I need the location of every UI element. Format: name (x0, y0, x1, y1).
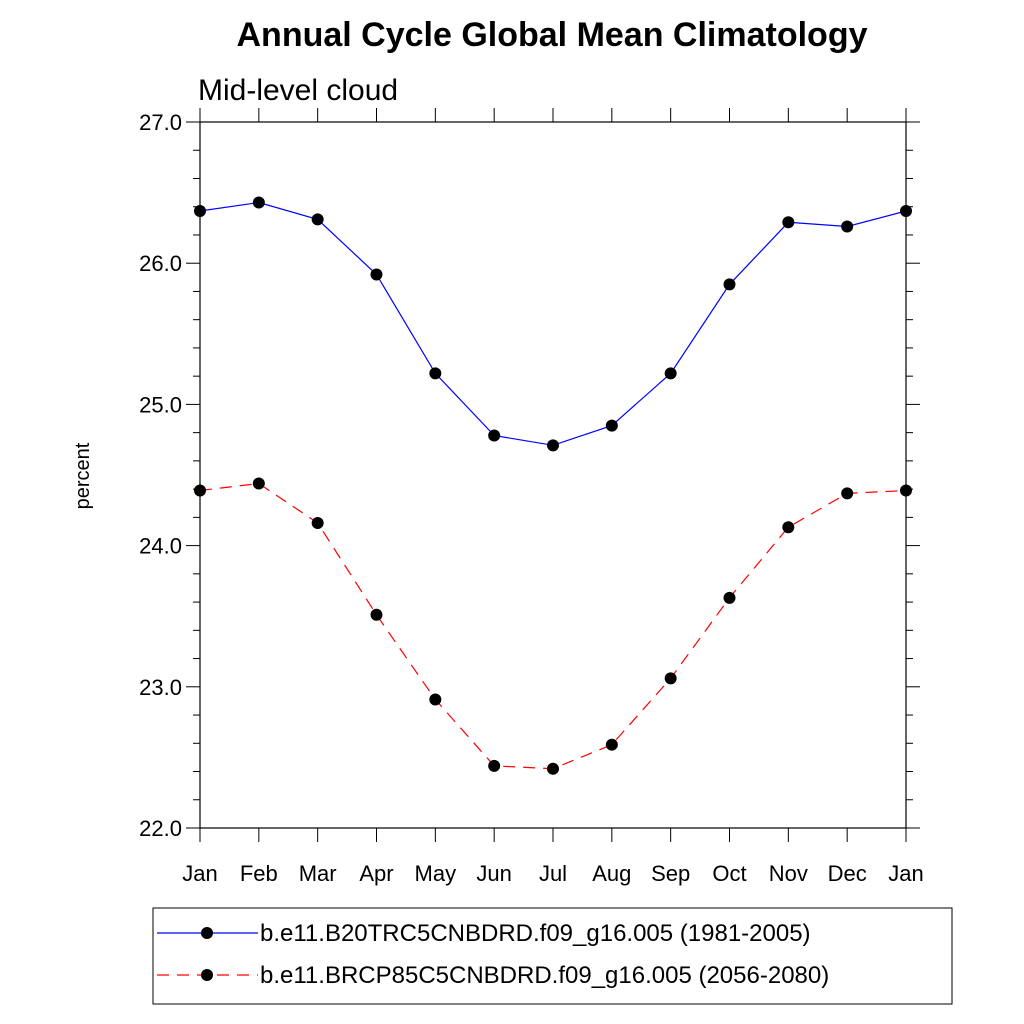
series-2-point (311, 517, 324, 530)
series-1-point (664, 367, 677, 380)
x-tick-label: Dec (828, 861, 867, 886)
series-1-point (429, 367, 442, 380)
series-2-point (429, 693, 442, 706)
x-tick-label: Jan (182, 861, 217, 886)
series-1-point (311, 213, 324, 226)
series-2-point (547, 762, 559, 775)
series-1-point (900, 204, 912, 217)
x-tick-label: Jun (476, 861, 511, 886)
series-1-point (488, 429, 501, 442)
plot-area: 22.0 23.0 24.0 25.0 26.0 27.0 Jan Feb Mar Apr May J… (139, 108, 924, 886)
series-2-point (782, 521, 795, 534)
y-tick-label: 26.0 (139, 251, 182, 276)
x-tick-label: Apr (359, 861, 393, 886)
legend-marker-series-2 (201, 969, 213, 981)
x-tick-label: Aug (592, 861, 631, 886)
x-tick-label: Jan (888, 861, 923, 886)
series-2-point (900, 484, 912, 497)
y-tick-label: 23.0 (139, 675, 182, 700)
y-tick-label: 27.0 (139, 110, 182, 135)
series-2-point (370, 608, 383, 621)
series-1-point (782, 216, 795, 229)
series-1-point (723, 278, 736, 291)
x-tick-label: Feb (240, 861, 278, 886)
legend-marker-series-1 (201, 927, 213, 939)
x-tick-label: Nov (769, 861, 808, 886)
series-2-point (252, 477, 265, 490)
legend-label-series-2: b.e11.BRCP85C5CNBDRD.f09_g16.005 (2056-2… (260, 962, 829, 989)
series-2-point (723, 591, 736, 604)
series-2-point (488, 759, 501, 772)
legend-label-series-1: b.e11.B20TRC5CNBDRD.f09_g16.005 (1981-20… (260, 920, 811, 947)
series-2-point (664, 672, 677, 685)
chart-title: Annual Cycle Global Mean Climatology (237, 16, 868, 54)
series-1-point (605, 419, 618, 432)
series-1-point (370, 268, 383, 281)
series-2-point (841, 487, 854, 500)
chart-subtitle: Mid-level cloud (198, 74, 398, 107)
x-tick-label: May (415, 861, 457, 886)
series-1-point (841, 220, 854, 233)
x-tick-label: Oct (712, 861, 746, 886)
series-2-point (194, 484, 206, 497)
y-tick-label: 22.0 (139, 816, 182, 841)
y-axis-label: percent (72, 442, 94, 509)
y-tick-label: 24.0 (139, 534, 182, 559)
legend-box (152, 907, 953, 1005)
series-2-point (605, 738, 618, 751)
series-1-point (194, 204, 206, 217)
x-tick-label: Sep (651, 861, 690, 886)
series-1-point (252, 196, 265, 209)
x-tick-label: Jul (539, 861, 567, 886)
y-tick-label: 25.0 (139, 392, 182, 417)
series-1-point (547, 439, 559, 452)
x-tick-label: Mar (299, 861, 337, 886)
